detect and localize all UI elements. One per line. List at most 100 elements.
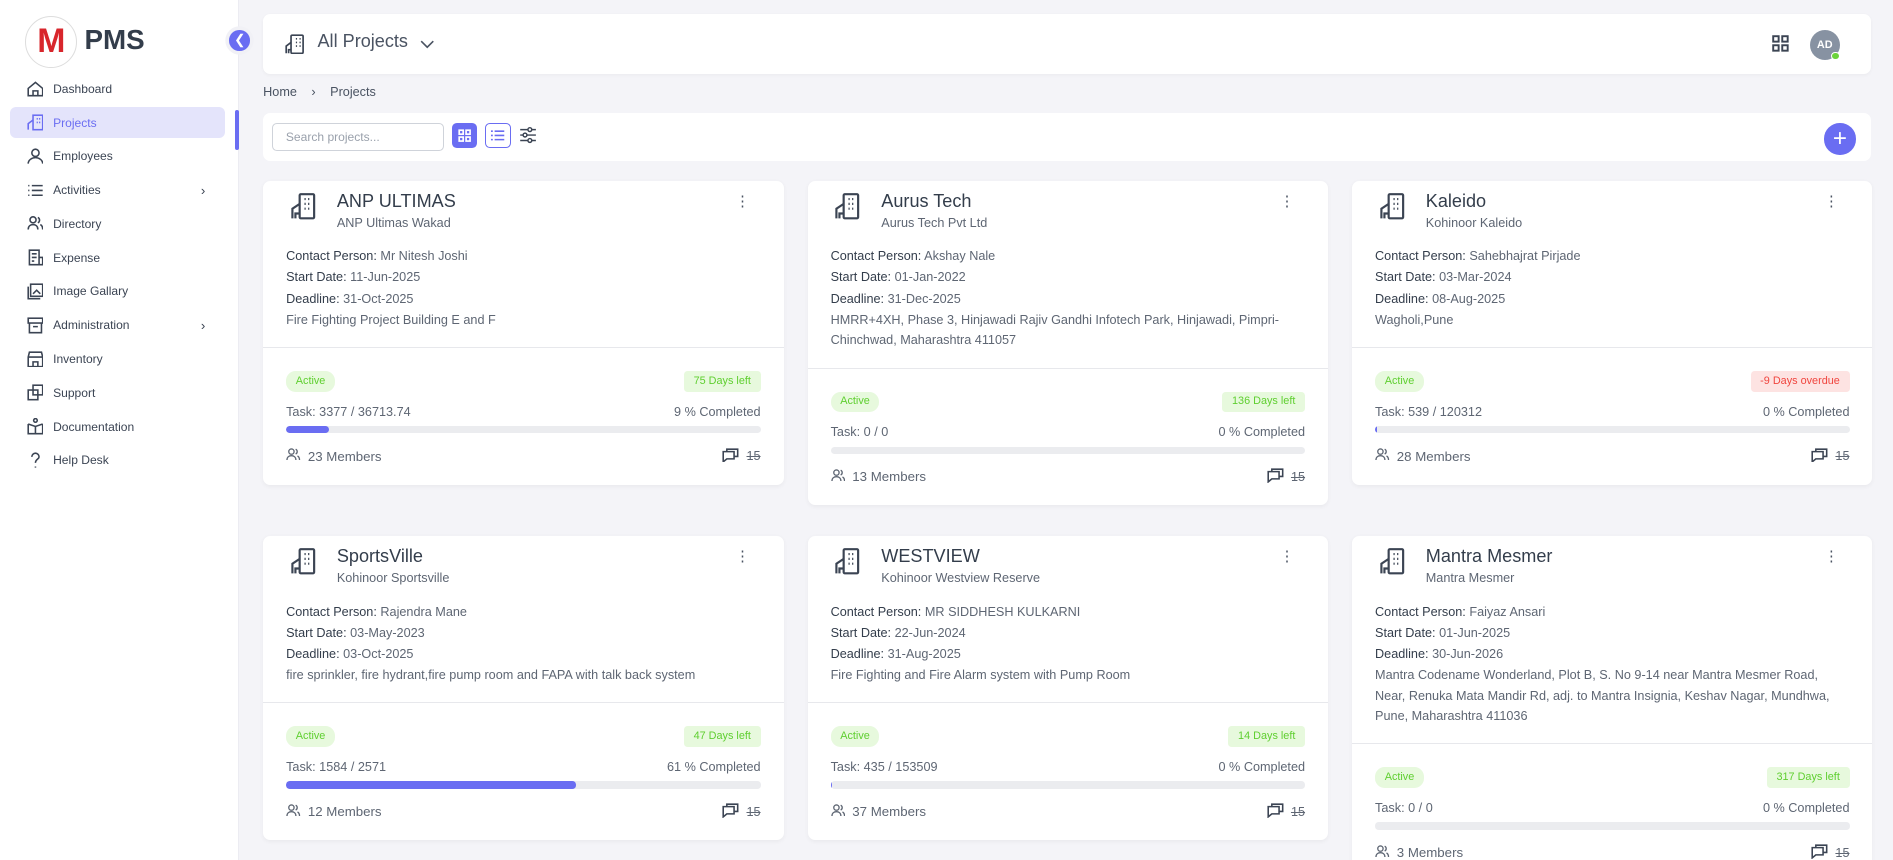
sidebar-item-label: Expense bbox=[53, 250, 101, 265]
list-view-button[interactable] bbox=[485, 123, 511, 149]
label: Start Date: bbox=[1375, 625, 1436, 640]
project-name[interactable]: SportsVille bbox=[336, 546, 423, 567]
sidebar-item-label: Directory bbox=[53, 216, 102, 231]
members-icon bbox=[830, 803, 845, 820]
project-card[interactable]: SportsVille Kohinoor Sportsville ⋮ Contact … bbox=[263, 536, 784, 840]
progress-bar bbox=[286, 426, 761, 434]
grid-view-button[interactable] bbox=[451, 123, 477, 149]
deadline: Deadline: 08-Aug-2025 bbox=[1375, 289, 1849, 310]
project-name[interactable]: ANP ULTIMAS bbox=[336, 190, 456, 211]
more-options-icon[interactable]: ⋮ bbox=[735, 549, 750, 566]
search-input[interactable] bbox=[271, 123, 445, 151]
sidebar-item-dashboard[interactable]: Dashboard bbox=[10, 74, 225, 104]
scrollbar[interactable] bbox=[235, 109, 240, 150]
more-options-icon[interactable]: ⋮ bbox=[1824, 549, 1839, 566]
members[interactable]: 23 Members bbox=[286, 448, 382, 464]
value: 11-Jun-2025 bbox=[350, 270, 421, 285]
deadline: Deadline: 31-Dec-2025 bbox=[831, 289, 1305, 310]
chevron-down-icon[interactable] bbox=[420, 34, 434, 56]
label: Contact Person: bbox=[286, 249, 377, 264]
label: Contact Person: bbox=[286, 604, 377, 619]
apps-grid-icon[interactable] bbox=[1772, 35, 1789, 58]
card-progress: Active 75 Days left Task: 3377 / 36713.74 9… bbox=[263, 347, 784, 484]
members[interactable]: 13 Members bbox=[830, 469, 927, 485]
project-subtitle: Mantra Mesmer bbox=[1425, 571, 1515, 586]
sidebar-item-directory[interactable]: Directory bbox=[10, 209, 225, 239]
project-description: fire sprinkler, fire hydrant,fire pump r… bbox=[286, 667, 696, 682]
members[interactable]: 3 Members bbox=[1375, 845, 1463, 860]
sidebar: M PMS ❮ Dashboard Projects Employees Activi… bbox=[0, 0, 250, 860]
sidebar-item-label: Image Gallary bbox=[53, 284, 129, 299]
project-name[interactable]: WESTVIEW bbox=[881, 546, 980, 567]
project-description: Mantra Codename Wonderland, Plot B, S. N… bbox=[1375, 667, 1830, 724]
sidebar-item-support[interactable]: Support bbox=[10, 378, 225, 408]
sidebar-item-inventory[interactable]: Inventory bbox=[10, 344, 225, 374]
value: Akshay Nale bbox=[924, 249, 996, 264]
comments[interactable]: 15 bbox=[1267, 803, 1305, 820]
building-icon bbox=[26, 114, 44, 131]
project-name[interactable]: Mantra Mesmer bbox=[1425, 546, 1553, 567]
filter-sliders-icon[interactable] bbox=[519, 126, 537, 150]
sidebar-item-label: Inventory bbox=[53, 351, 103, 366]
sidebar-item-label: Activities bbox=[53, 183, 101, 198]
project-card[interactable]: Mantra Mesmer Mantra Mesmer ⋮ Contact Perso… bbox=[1352, 536, 1873, 860]
members[interactable]: 12 Members bbox=[286, 803, 382, 820]
more-options-icon[interactable]: ⋮ bbox=[1824, 193, 1839, 210]
add-project-button[interactable]: + bbox=[1824, 123, 1856, 155]
card-details: ANP ULTIMAS ANP Ultimas Wakad ⋮ Contact Per… bbox=[263, 181, 783, 347]
comments[interactable]: 15 bbox=[722, 448, 761, 465]
value: 03-May-2023 bbox=[350, 625, 425, 640]
project-card[interactable]: WESTVIEW Kohinoor Westview Reserve ⋮ Contac… bbox=[807, 536, 1328, 840]
progress-fill bbox=[286, 781, 576, 789]
contact-person: Contact Person: Akshay Nale bbox=[831, 246, 1305, 267]
online-status-dot bbox=[1831, 51, 1840, 61]
more-options-icon[interactable]: ⋮ bbox=[735, 193, 750, 210]
progress-bar bbox=[286, 781, 761, 789]
status-badge: Active bbox=[286, 726, 335, 747]
comments[interactable]: 15 bbox=[1267, 468, 1305, 485]
members[interactable]: 28 Members bbox=[1375, 448, 1471, 464]
building-icon bbox=[290, 548, 317, 582]
project-name[interactable]: Kaleido bbox=[1425, 190, 1487, 211]
start-date: Start Date: 11-Jun-2025 bbox=[286, 267, 760, 288]
comments[interactable]: 15 bbox=[1811, 448, 1850, 465]
task-count: Task: 0 / 0 bbox=[830, 425, 889, 440]
project-card[interactable]: Kaleido Kohinoor Kaleido ⋮ Contact Person: … bbox=[1352, 181, 1873, 485]
project-name[interactable]: Aurus Tech bbox=[881, 190, 972, 211]
store-icon bbox=[26, 350, 44, 368]
members-count: 3 Members bbox=[1396, 845, 1464, 860]
sidebar-item-label: Administration bbox=[53, 318, 130, 333]
sidebar-item-employees[interactable]: Employees bbox=[10, 141, 225, 171]
sidebar-item-image-gallary[interactable]: Image Gallary bbox=[10, 276, 225, 306]
sidebar-item-expense[interactable]: Expense bbox=[10, 243, 225, 273]
members-count: 23 Members bbox=[307, 448, 382, 464]
project-selector[interactable]: All Projects bbox=[317, 31, 408, 52]
chevron-right-icon: › bbox=[200, 182, 206, 198]
home-icon bbox=[26, 80, 44, 97]
members-count: 13 Members bbox=[852, 469, 927, 485]
card-progress: Active 136 Days left Task: 0 / 0 0 % Comple… bbox=[807, 367, 1328, 505]
members[interactable]: 37 Members bbox=[830, 803, 926, 820]
comments-count: 15 bbox=[1290, 469, 1306, 484]
sidebar-item-administration[interactable]: Administration › bbox=[10, 310, 225, 340]
card-details: Kaleido Kohinoor Kaleido ⋮ Contact Person: … bbox=[1352, 181, 1872, 347]
sidebar-item-documentation[interactable]: Documentation bbox=[10, 411, 225, 441]
collapse-sidebar-button[interactable]: ❮ bbox=[229, 30, 250, 51]
value: 30-Jun-2026 bbox=[1432, 646, 1504, 661]
comments[interactable]: 15 bbox=[1811, 844, 1850, 860]
comments-count: 15 bbox=[1835, 449, 1850, 464]
sidebar-item-projects[interactable]: Projects bbox=[9, 107, 225, 138]
sidebar-item-help-desk[interactable]: Help Desk bbox=[10, 445, 225, 475]
comments[interactable]: 15 bbox=[722, 803, 761, 820]
project-subtitle: Kohinoor Kaleido bbox=[1425, 216, 1523, 231]
project-card[interactable]: Aurus Tech Aurus Tech Pvt Ltd ⋮ Contact Per… bbox=[807, 181, 1328, 506]
start-date: Start Date: 03-May-2023 bbox=[286, 623, 760, 644]
more-options-icon[interactable]: ⋮ bbox=[1279, 193, 1295, 210]
comments-icon bbox=[1267, 468, 1284, 485]
sidebar-item-activities[interactable]: Activities › bbox=[10, 175, 225, 205]
breadcrumb-home[interactable]: Home bbox=[263, 84, 297, 99]
label: Contact Person: bbox=[1375, 604, 1466, 619]
avatar[interactable]: AD bbox=[1809, 30, 1840, 61]
project-card[interactable]: ANP ULTIMAS ANP Ultimas Wakad ⋮ Contact Per… bbox=[263, 181, 784, 485]
more-options-icon[interactable]: ⋮ bbox=[1279, 549, 1295, 566]
